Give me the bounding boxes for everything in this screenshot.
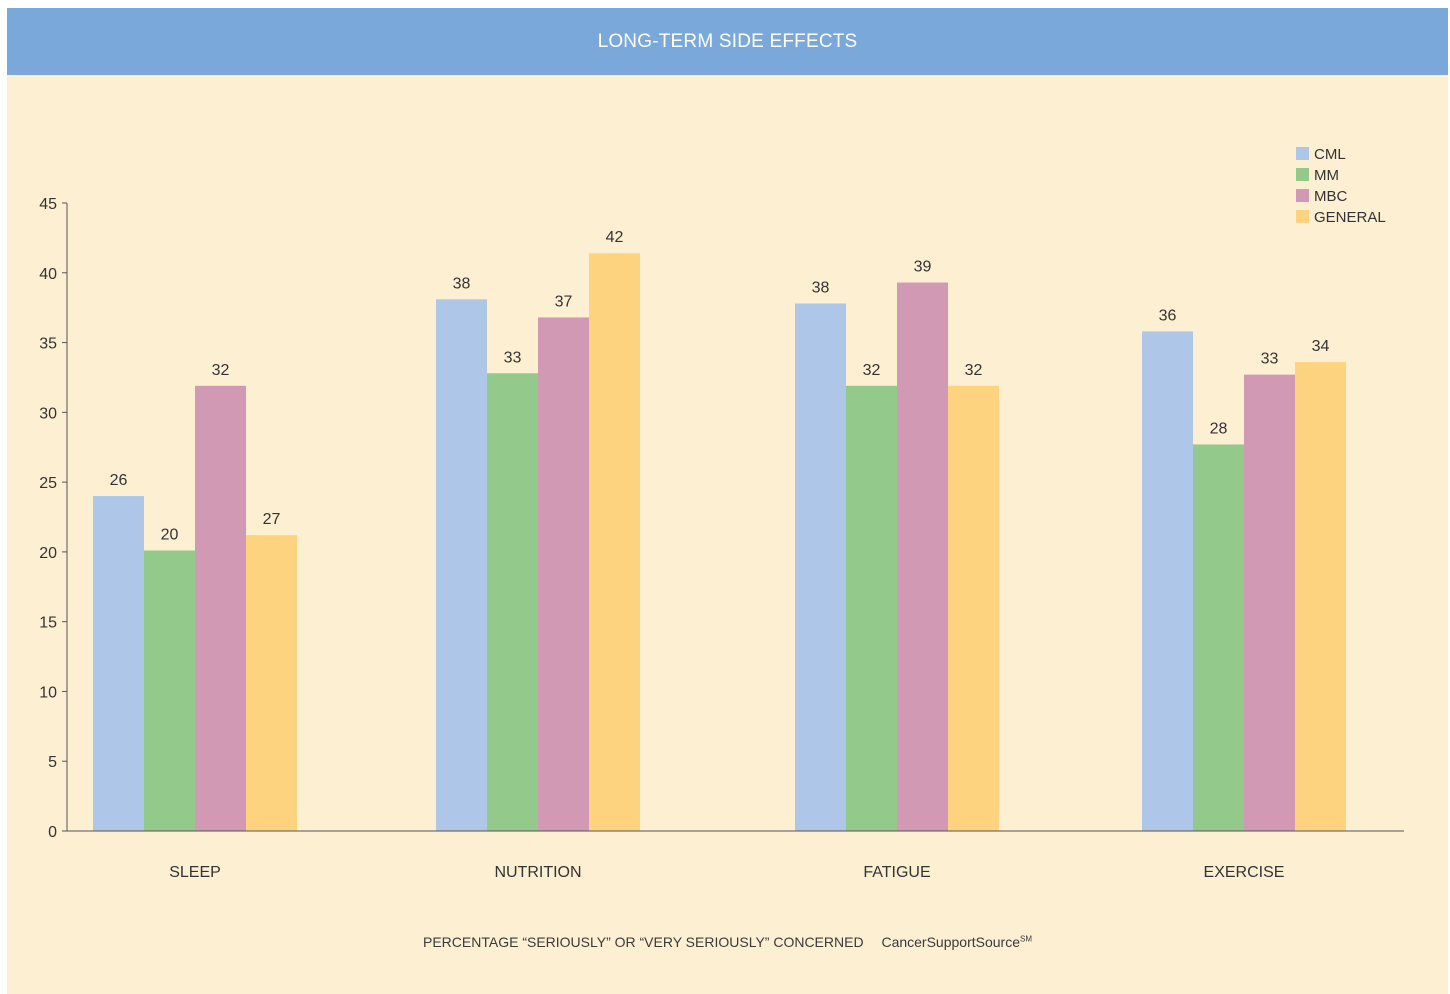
y-tick-label: 30 [39,405,57,422]
bar-mbc [1244,374,1295,831]
bar-mm [487,373,538,831]
bar-mbc [538,317,589,831]
bar-cml [93,496,144,831]
source-credit: CancerSupportSourceSM [881,934,1032,950]
source-name: CancerSupportSource [881,934,1020,950]
data-label: 32 [212,362,230,379]
footer-note: PERCENTAGE “SERIOUSLY” OR “VERY SERIOUSL… [423,934,864,950]
bar-general [948,385,999,831]
bar-mm [1193,444,1244,831]
data-label: 34 [1312,338,1330,355]
category-label: SLEEP [169,864,221,881]
y-tick-label: 0 [48,824,57,841]
y-tick-label: 25 [39,475,57,492]
y-tick-label: 45 [39,196,57,213]
y-tick-label: 35 [39,336,57,353]
bar-cml [1142,331,1193,831]
bar-general [246,535,297,831]
legend-swatch [1296,147,1309,160]
legend-swatch [1296,168,1309,181]
data-label: 27 [263,511,281,528]
legend-label: GENERAL [1314,209,1386,226]
data-label: 26 [110,472,128,489]
bar-mm [846,385,897,831]
y-tick-label: 15 [39,615,57,632]
data-label: 20 [161,526,179,543]
y-tick-label: 40 [39,266,57,283]
data-label: 28 [1210,420,1228,437]
data-label: 38 [812,279,830,296]
title-bar: LONG-TERM SIDE EFFECTS [7,8,1448,75]
category-label: NUTRITION [494,864,581,881]
legend-label: CML [1314,146,1346,163]
bar-cml [795,303,846,832]
bar-general [1295,362,1346,831]
service-mark: SM [1019,934,1032,944]
data-label: 33 [1261,351,1279,368]
chart-frame: LONG-TERM SIDE EFFECTS 0 5 10 15 20 25 30 35 40 4… [7,8,1448,994]
bar-mbc [897,282,948,832]
data-label: 33 [504,349,522,366]
data-label: 38 [453,275,471,292]
category-label: FATIGUE [863,864,930,881]
data-label: 42 [606,229,624,246]
y-tick-label: 10 [39,684,57,701]
chart-title: LONG-TERM SIDE EFFECTS [597,30,858,52]
chart-footer: PERCENTAGE “SERIOUSLY” OR “VERY SERIOUSL… [7,934,1448,950]
bar-general [589,253,640,832]
data-label: 37 [555,293,573,310]
bar-cml [436,299,487,831]
legend-label: MM [1314,167,1339,184]
data-label: 32 [965,362,983,379]
category-label: EXERCISE [1204,864,1285,881]
bar-mm [144,550,195,831]
legend-swatch [1296,210,1309,223]
bar-chart: 0 5 10 15 20 25 30 35 40 45 26 38 38 36 20 33 32 28 32 37 39… [39,146,1404,881]
legend-label: MBC [1314,188,1348,205]
bar-mbc [195,385,246,831]
y-tick-label: 5 [48,754,57,771]
y-tick-label: 20 [39,545,57,562]
data-label: 32 [863,362,881,379]
data-label: 36 [1159,307,1177,324]
data-label: 39 [914,259,932,276]
legend-swatch [1296,189,1309,202]
